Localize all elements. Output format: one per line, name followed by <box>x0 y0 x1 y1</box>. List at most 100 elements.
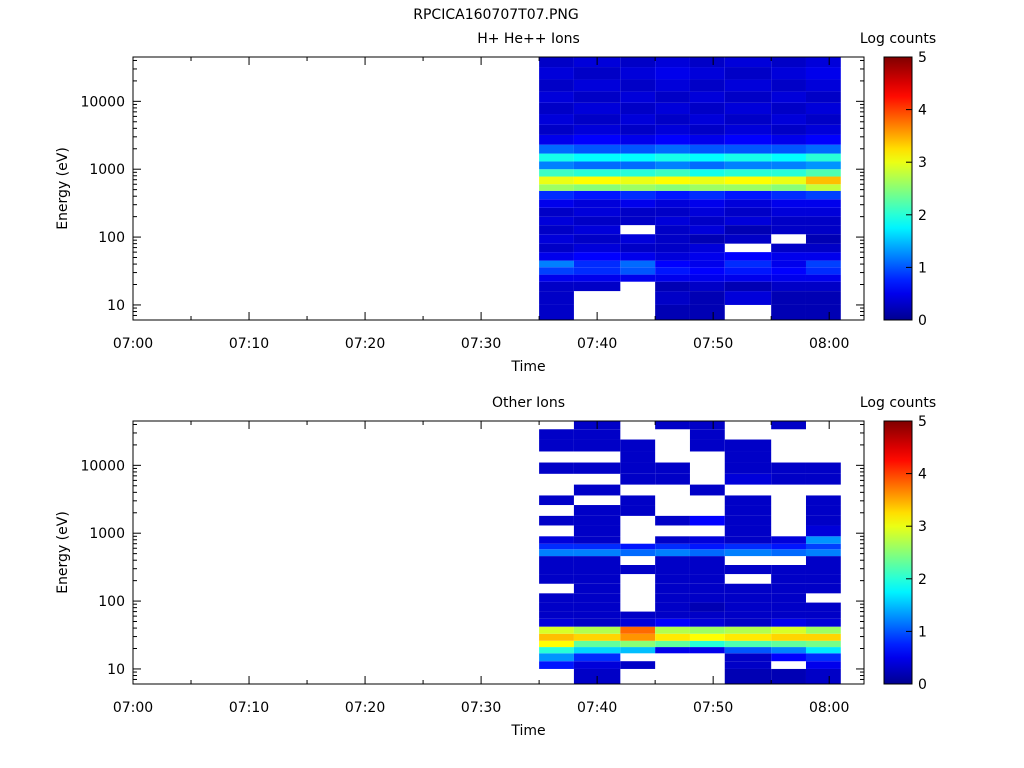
heatmap-cell-p0-b17-t5 <box>724 161 772 170</box>
heatmap-cell-p0-b7-t6 <box>771 243 806 253</box>
heatmap-cell-p1-b11-t3 <box>655 583 690 594</box>
heatmap-cell-p0-b12-t7 <box>805 199 841 208</box>
heatmap-cell-p1-b26-t0 <box>539 439 574 452</box>
heatmap-cell-p1-b17-t7 <box>805 536 841 544</box>
heatmap-cell-p0-b26-t0 <box>539 67 574 80</box>
heatmap-cell-p1-b14-t4 <box>689 556 725 566</box>
x-tick-label: 07:00 <box>113 700 153 716</box>
heatmap-cell-p1-b16-t0 <box>539 543 574 550</box>
heatmap-cell-p1-b16-t1 <box>573 543 621 550</box>
heatmap-cell-p0-b1-t3 <box>655 291 690 305</box>
heatmap-cell-p0-b9-t7 <box>805 225 841 235</box>
heatmap-cell-p0-b22-t6 <box>771 114 806 125</box>
heatmap-cell-p0-b4-t4 <box>689 267 725 275</box>
heatmap-cell-p1-b16-t3 <box>655 543 690 550</box>
heatmap-cell-p0-b14-t3 <box>655 184 690 191</box>
heatmap-cell-p1-b8-t5 <box>724 611 772 619</box>
heatmap-cell-p1-b15-t6 <box>771 549 806 557</box>
y-tick-label: 100 <box>98 594 125 610</box>
x-tick-label: 08:00 <box>809 336 849 352</box>
colorbar-tick-label: 2 <box>918 572 927 588</box>
heatmap-cell-p0-b24-t2 <box>620 91 656 103</box>
heatmap-cell-p1-b26-t1 <box>573 439 621 452</box>
heatmap-cell-p0-b21-t0 <box>539 124 574 135</box>
heatmap-cell-p0-b26-t3 <box>655 67 690 80</box>
heatmap-cell-p1-b15-t5 <box>724 549 772 557</box>
heatmap-cell-p1-b0-t6 <box>771 668 806 684</box>
heatmap-cell-p0-b11-t4 <box>689 207 725 217</box>
heatmap-cell-p1-b12-t3 <box>655 574 690 584</box>
y-axis-label: Energy (eV) <box>55 511 71 594</box>
y-tick-label: 100 <box>98 230 125 246</box>
heatmap-cell-p1-b28-t6 <box>771 421 806 430</box>
heatmap-cell-p1-b1-t0 <box>539 661 574 669</box>
heatmap-cell-p1-b18-t5 <box>724 525 772 537</box>
plot-frame-0 <box>132 56 865 321</box>
x-tick-label: 08:00 <box>809 700 849 716</box>
heatmap-cell-p0-b18-t6 <box>771 153 806 162</box>
heatmap-cell-p0-b15-t5 <box>724 176 772 185</box>
panel-title: Other Ions <box>492 395 565 411</box>
heatmap-cell-p1-b8-t1 <box>573 611 621 619</box>
heatmap-cell-p0-b20-t4 <box>689 134 725 145</box>
heatmap-cell-p0-b5-t1 <box>573 260 621 268</box>
heatmap-cell-p1-b5-t0 <box>539 633 574 641</box>
heatmap-cell-p0-b13-t4 <box>689 190 725 200</box>
heatmap-cell-p0-b8-t7 <box>805 234 841 244</box>
heatmap-cell-p1-b15-t1 <box>573 549 621 557</box>
heatmap-cell-p1-b10-t4 <box>689 593 725 603</box>
heatmap-cell-p0-b8-t4 <box>689 234 725 244</box>
heatmap-cell-p1-b13-t0 <box>539 565 574 575</box>
heatmap-cell-p0-b13-t0 <box>539 190 574 200</box>
heatmap-cell-p0-b2-t4 <box>689 281 725 292</box>
colorbar-1 <box>883 420 913 685</box>
heatmap-cell-p0-b16-t1 <box>573 169 621 177</box>
heatmap-cell-p0-b2-t0 <box>539 281 574 292</box>
heatmap-cell-p1-b8-t7 <box>805 611 841 619</box>
heatmap-cell-p0-b17-t6 <box>771 161 806 170</box>
y-tick-label: 10 <box>107 298 125 314</box>
heatmap-cell-p0-b1-t6 <box>771 291 806 305</box>
heatmap-cell-p0-b20-t6 <box>771 134 806 145</box>
heatmap-cell-p1-b17-t4 <box>689 536 725 544</box>
heatmap-cell-p0-b23-t0 <box>539 102 574 115</box>
heatmap-cell-p1-b4-t2 <box>620 640 656 648</box>
heatmap-cell-p0-b0-t6 <box>771 304 806 320</box>
heatmap-cell-p0-b6-t3 <box>655 252 690 261</box>
heatmap-cell-p1-b15-t2 <box>620 549 656 557</box>
heatmap-cell-p1-b5-t6 <box>771 633 806 641</box>
heatmap-cell-p1-b16-t2 <box>620 543 656 550</box>
heatmap-cell-p1-b17-t3 <box>655 536 690 544</box>
heatmap-cell-p0-b13-t7 <box>805 190 841 200</box>
heatmap-cell-p0-b17-t0 <box>539 161 574 170</box>
heatmap-cell-p1-b2-t5 <box>724 653 772 662</box>
heatmap-cell-p0-b27-t3 <box>655 57 690 68</box>
heatmap-cell-p0-b7-t2 <box>620 243 656 253</box>
heatmap-cell-p0-b5-t5 <box>724 260 772 268</box>
heatmap-cell-p0-b12-t5 <box>724 199 772 208</box>
heatmap-cell-p0-b10-t1 <box>573 216 621 226</box>
heatmap-cell-p0-b19-t4 <box>689 144 725 154</box>
heatmap-cell-p1-b5-t7 <box>805 633 841 641</box>
heatmap-cell-p1-b25-t2 <box>620 451 656 463</box>
heatmap-cell-p1-b9-t5 <box>724 602 772 612</box>
heatmap-cell-p0-b3-t2 <box>620 274 656 282</box>
heatmap-cell-p0-b4-t6 <box>771 267 806 275</box>
colorbar-tick-label: 0 <box>918 313 927 329</box>
heatmap-cell-p0-b7-t3 <box>655 243 690 253</box>
heatmap-cell-p0-b6-t4 <box>689 252 725 261</box>
heatmap-cell-p0-b11-t1 <box>573 207 621 217</box>
heatmap-cell-p0-b25-t3 <box>655 79 690 92</box>
heatmap-cell-p1-b1-t7 <box>805 661 841 669</box>
heatmap-cell-p1-b24-t7 <box>805 462 841 474</box>
heatmap-cell-p1-b4-t7 <box>805 640 841 648</box>
heatmap-cell-p1-b27-t0 <box>539 429 574 440</box>
heatmap-cell-p1-b17-t1 <box>573 536 621 544</box>
heatmap-cell-p0-b25-t7 <box>805 79 841 92</box>
heatmap-cell-p1-b18-t7 <box>805 525 841 537</box>
heatmap-cell-p0-b24-t5 <box>724 91 772 103</box>
heatmap-cell-p0-b26-t1 <box>573 67 621 80</box>
heatmap-cell-p0-b23-t5 <box>724 102 772 115</box>
heatmap-cell-p1-b23-t7 <box>805 473 841 485</box>
heatmap-cell-p1-b2-t0 <box>539 653 574 662</box>
